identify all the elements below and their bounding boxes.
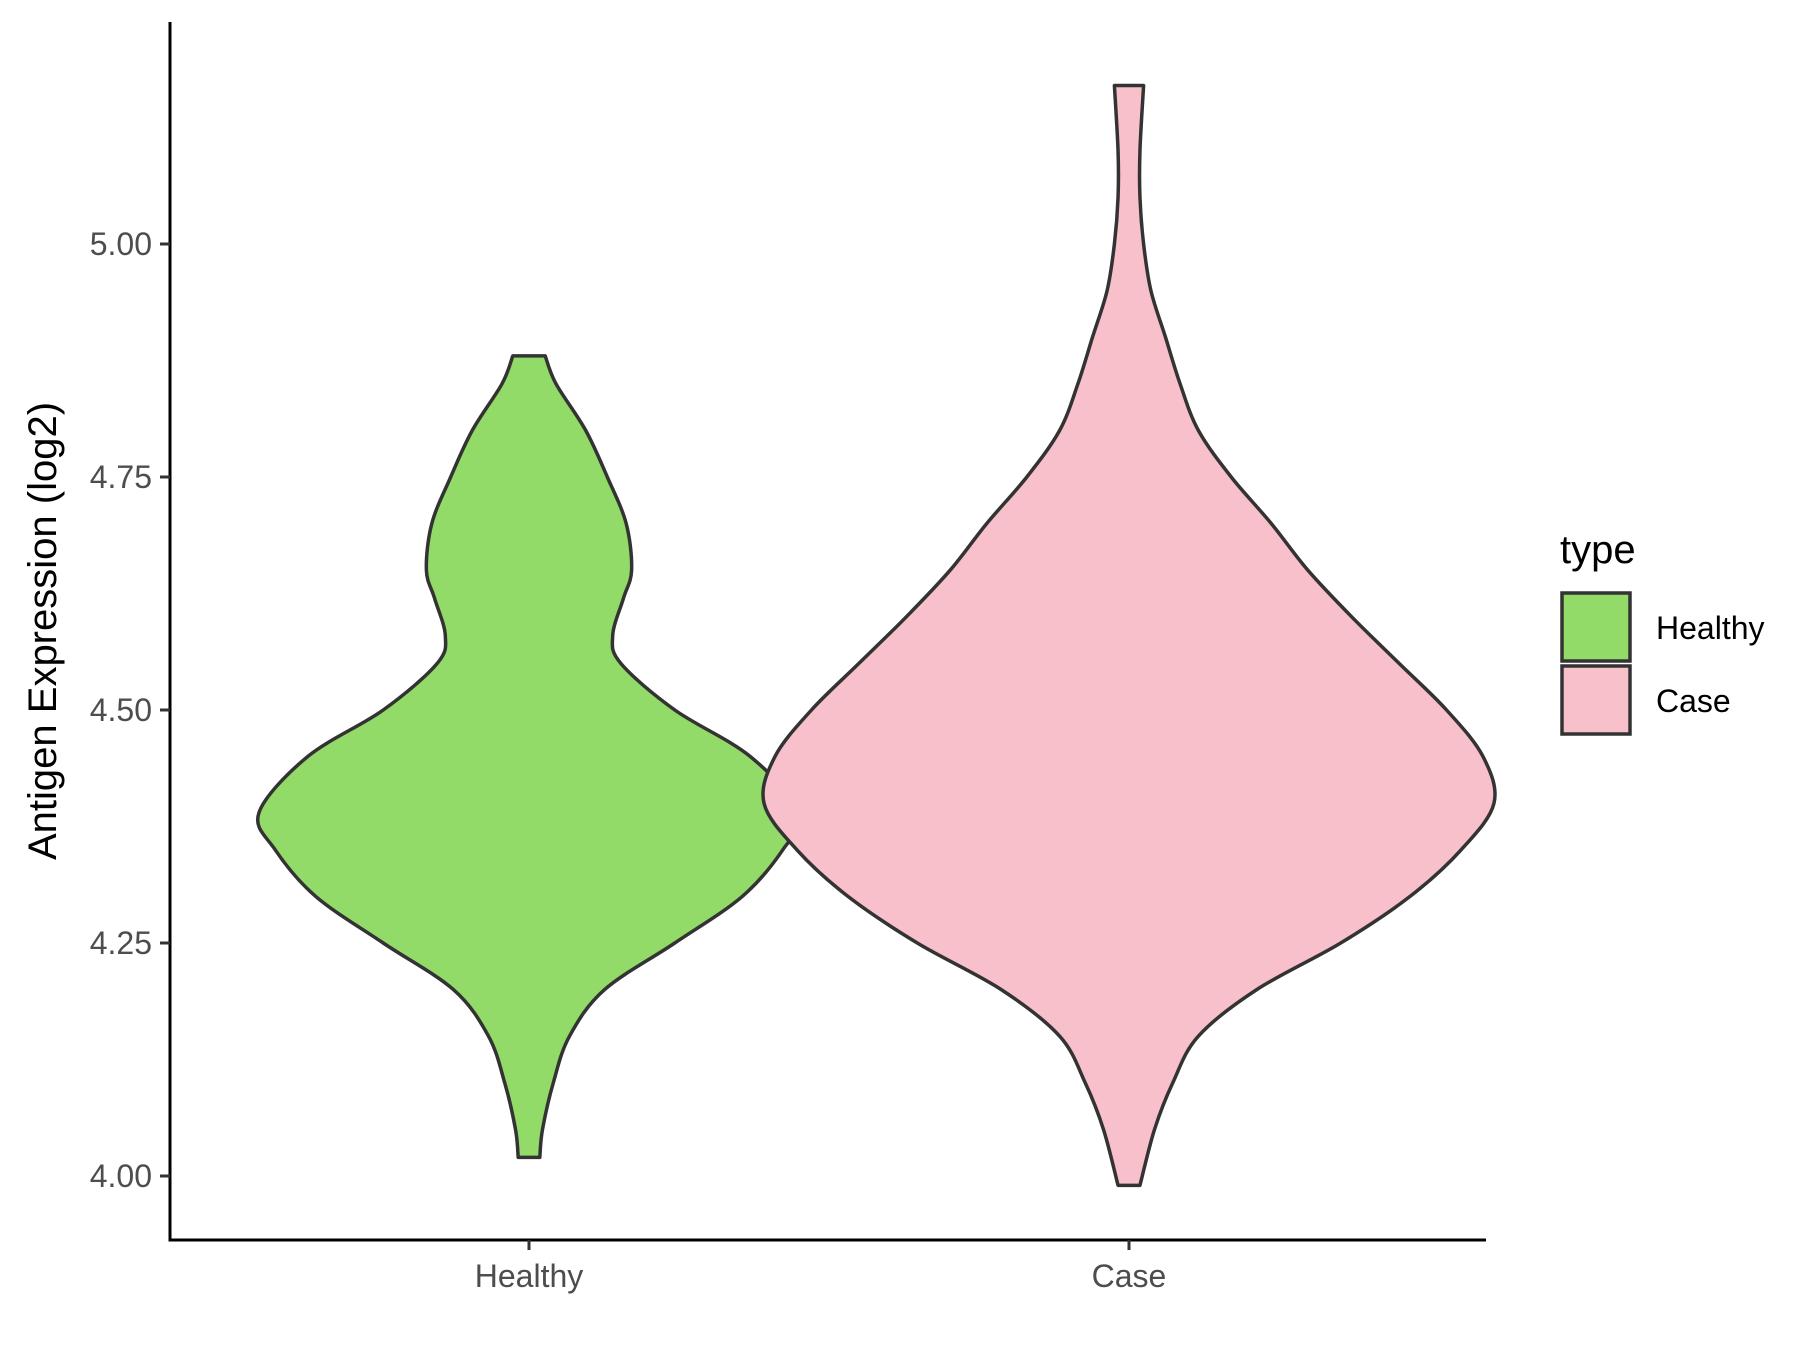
violin-healthy [256,354,802,1160]
legend: type Healthy Case [1560,528,1765,736]
y-tick-label: 4.50 [90,692,152,728]
legend-key-healthy [1560,591,1632,663]
ticks: 4.00 4.25 4.50 4.75 5.00 Healthy Case [90,226,1167,1294]
y-tick-label: 4.25 [90,925,152,961]
legend-label-healthy: Healthy [1656,610,1765,646]
x-tick-label: Healthy [475,1258,584,1294]
legend-title: type [1560,528,1636,572]
axes [168,22,1486,1242]
y-axis-title: Antigen Expression (log2) [21,402,65,860]
legend-label-case: Case [1656,683,1731,719]
x-tick-label: Case [1092,1258,1167,1294]
violin-case [761,83,1497,1188]
y-tick-label: 4.75 [90,459,152,495]
legend-key-case [1560,664,1632,736]
y-tick-label: 5.00 [90,226,152,262]
y-tick-label: 4.00 [90,1158,152,1194]
plot-area [256,83,1497,1188]
